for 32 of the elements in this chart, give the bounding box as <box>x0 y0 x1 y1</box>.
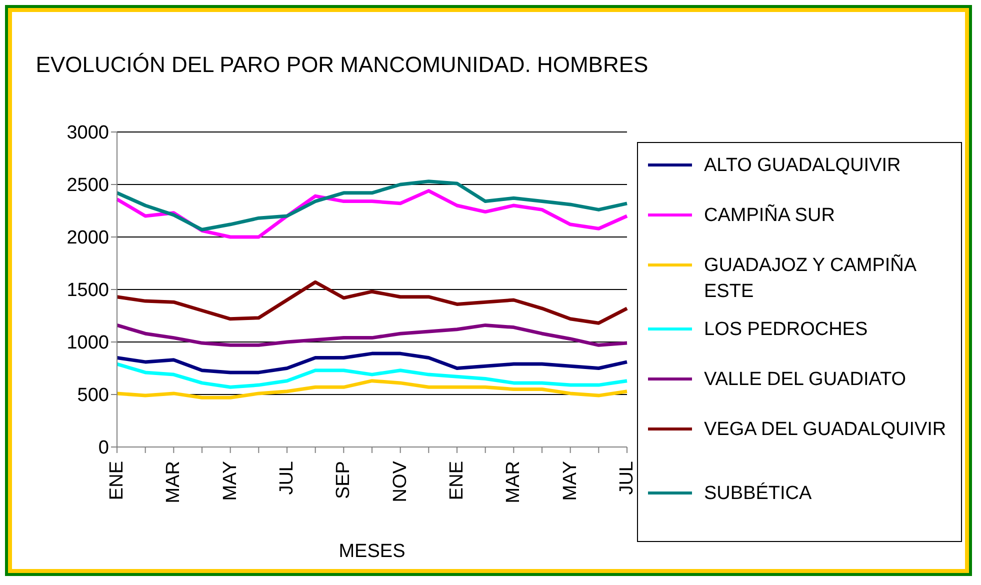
line-series <box>115 379 629 400</box>
chart-title: EVOLUCIÓN DEL PARO POR MANCOMUNIDAD. HOMBRES <box>34 52 650 78</box>
legend-label: VEGA DEL GUADALQUIVIR <box>704 418 946 442</box>
y-tick-label: 2000 <box>66 228 109 249</box>
legend-label: ALTO GUADALQUIVIR <box>704 154 901 178</box>
x-tick-label: JUL <box>276 461 298 495</box>
y-tick-label: 3000 <box>66 122 109 144</box>
x-tick-label: ENE <box>446 461 468 500</box>
legend-label: LOS PEDROCHES <box>704 318 868 342</box>
x-tick-label: ENE <box>106 461 128 500</box>
y-tick-label: 1500 <box>66 280 109 302</box>
y-tick-label: 1000 <box>66 332 109 354</box>
line-series <box>115 362 629 389</box>
x-tick-label: MAY <box>560 460 581 501</box>
x-tick-label: MAY <box>220 460 241 501</box>
x-tick-label: SEP <box>333 461 354 500</box>
y-tick-label: 500 <box>77 385 109 406</box>
line-series <box>115 180 629 232</box>
x-tick-label: NOV <box>390 460 411 502</box>
x-tick-label: MAR <box>503 461 524 504</box>
line-series <box>115 280 629 325</box>
legend-label: GUADAJOZ Y CAMPIÑA ESTE <box>704 253 918 304</box>
x-axis-title: MESES <box>338 541 406 562</box>
legend-label: SUBBÉTICA <box>704 482 812 506</box>
line-series <box>115 323 629 347</box>
legend-label: CAMPIÑA SUR <box>704 203 835 228</box>
line-series <box>115 352 629 374</box>
x-tick-label: JUL <box>616 461 638 495</box>
y-tick-label: 0 <box>98 438 109 459</box>
y-tick-label: 2500 <box>66 175 109 196</box>
x-tick-label: MAR <box>163 461 184 504</box>
legend-label: VALLE DEL GUADIATO <box>704 368 906 392</box>
